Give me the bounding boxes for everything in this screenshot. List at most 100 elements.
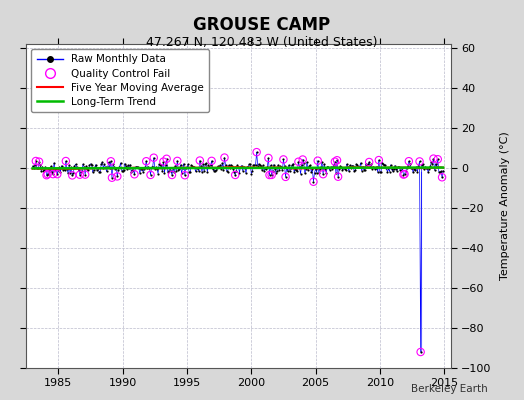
Point — [357, 168, 366, 174]
Point — [397, 168, 406, 174]
Point — [173, 158, 181, 164]
Point — [422, 165, 430, 172]
Point — [149, 154, 158, 161]
Point — [425, 166, 433, 172]
Point — [81, 172, 89, 178]
Point — [269, 161, 278, 168]
Point — [318, 159, 326, 166]
Point — [106, 165, 114, 171]
Point — [290, 169, 298, 175]
Point — [121, 160, 129, 167]
Point — [116, 160, 125, 166]
Point — [405, 158, 413, 164]
Point — [420, 166, 428, 172]
Point — [264, 155, 272, 161]
Point — [136, 170, 144, 176]
Point — [126, 161, 134, 168]
Point — [233, 162, 242, 168]
Point — [205, 164, 214, 170]
Point — [191, 168, 200, 175]
Point — [342, 166, 350, 173]
Point — [243, 164, 251, 170]
Point — [217, 166, 225, 172]
Point — [31, 158, 40, 164]
Point — [113, 173, 122, 180]
Point — [179, 165, 187, 171]
Point — [226, 165, 234, 171]
Point — [363, 162, 371, 168]
Point — [139, 168, 147, 175]
Point — [29, 165, 38, 171]
Point — [42, 172, 51, 178]
Point — [399, 171, 408, 178]
Point — [150, 166, 159, 172]
Point — [418, 162, 426, 169]
Point — [430, 167, 439, 173]
Point — [347, 164, 355, 171]
Point — [143, 164, 151, 171]
Point — [429, 156, 438, 162]
Point — [162, 156, 171, 162]
Point — [52, 165, 60, 172]
Point — [159, 158, 168, 165]
Point — [228, 163, 236, 169]
Point — [242, 170, 250, 176]
Point — [61, 167, 69, 174]
Point — [37, 168, 46, 174]
Point — [322, 170, 331, 176]
Point — [225, 162, 233, 168]
Point — [137, 166, 145, 172]
Point — [337, 164, 345, 170]
Point — [343, 161, 351, 167]
Point — [309, 178, 318, 185]
Point — [320, 161, 329, 167]
Point — [130, 171, 139, 178]
Point — [338, 167, 346, 173]
Point — [34, 165, 42, 172]
Point — [285, 162, 293, 168]
Point — [196, 162, 205, 169]
Point — [439, 167, 447, 174]
Point — [330, 162, 338, 168]
Point — [424, 169, 432, 175]
Point — [132, 164, 140, 170]
Point — [40, 167, 49, 174]
Point — [60, 166, 68, 172]
Point — [366, 164, 375, 170]
Point — [75, 172, 84, 178]
Point — [180, 160, 188, 167]
Point — [380, 162, 388, 168]
Point — [265, 172, 274, 178]
Point — [186, 169, 194, 176]
Point — [249, 162, 258, 168]
Point — [54, 167, 62, 173]
Point — [246, 161, 254, 168]
Point — [49, 171, 57, 177]
Point — [321, 166, 330, 172]
Point — [258, 167, 266, 173]
Point — [244, 164, 252, 170]
Point — [200, 168, 209, 174]
Text: Berkeley Earth: Berkeley Earth — [411, 384, 487, 394]
Point — [161, 162, 170, 168]
Point — [303, 159, 311, 165]
Point — [36, 162, 45, 168]
Point — [306, 162, 314, 168]
Point — [245, 161, 253, 168]
Point — [100, 161, 108, 168]
Point — [227, 162, 235, 168]
Point — [91, 164, 99, 171]
Point — [432, 164, 441, 170]
Point — [193, 164, 202, 171]
Point — [265, 172, 274, 178]
Point — [38, 164, 47, 170]
Point — [62, 158, 70, 164]
Point — [174, 167, 182, 174]
Point — [253, 149, 261, 155]
Point — [314, 170, 323, 176]
Point — [417, 349, 425, 355]
Point — [216, 162, 224, 168]
Point — [183, 164, 191, 170]
Point — [84, 167, 93, 173]
Point — [386, 162, 395, 168]
